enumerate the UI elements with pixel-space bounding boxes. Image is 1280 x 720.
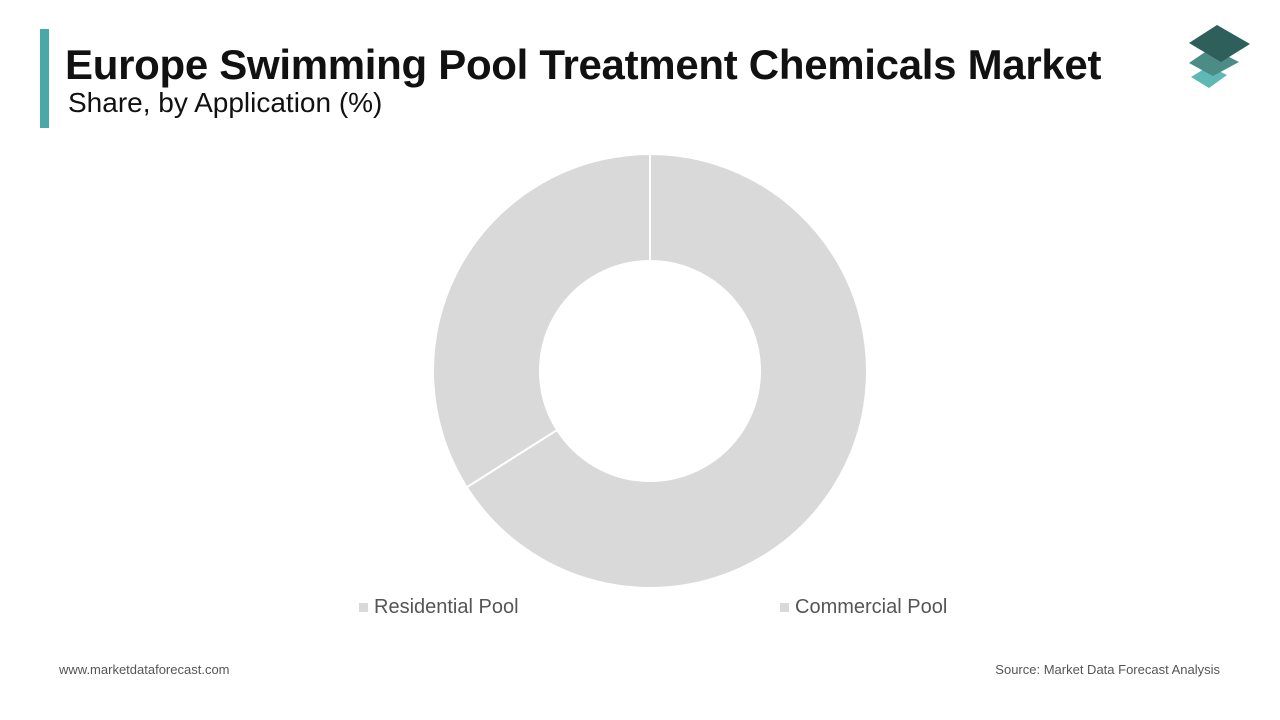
legend-label: Commercial Pool bbox=[795, 596, 948, 618]
legend-item-residential-pool: Residential Pool bbox=[359, 594, 519, 620]
legend-swatch bbox=[359, 602, 368, 612]
source-footer: Source: Market Data Forecast Analysis bbox=[995, 662, 1220, 677]
logo-layer-middle bbox=[1189, 48, 1239, 76]
chart-subtitle: Share, by Application (%) bbox=[68, 87, 383, 118]
stacked-layers-icon bbox=[1189, 25, 1250, 88]
logo-layer-top bbox=[1189, 25, 1250, 62]
website-footer: www.marketdataforecast.com bbox=[59, 662, 230, 677]
legend-swatch bbox=[780, 602, 789, 612]
legend-item-commercial-pool: Commercial Pool bbox=[780, 594, 947, 620]
slice-commercial-pool bbox=[432, 152, 651, 489]
legend-label: Residential Pool bbox=[374, 596, 519, 618]
chart-title: Europe Swimming Pool Treatment Chemicals… bbox=[65, 41, 1102, 88]
title-accent-bar bbox=[40, 29, 49, 128]
slice-residential-pool bbox=[465, 152, 868, 589]
donut-slices bbox=[432, 152, 868, 589]
